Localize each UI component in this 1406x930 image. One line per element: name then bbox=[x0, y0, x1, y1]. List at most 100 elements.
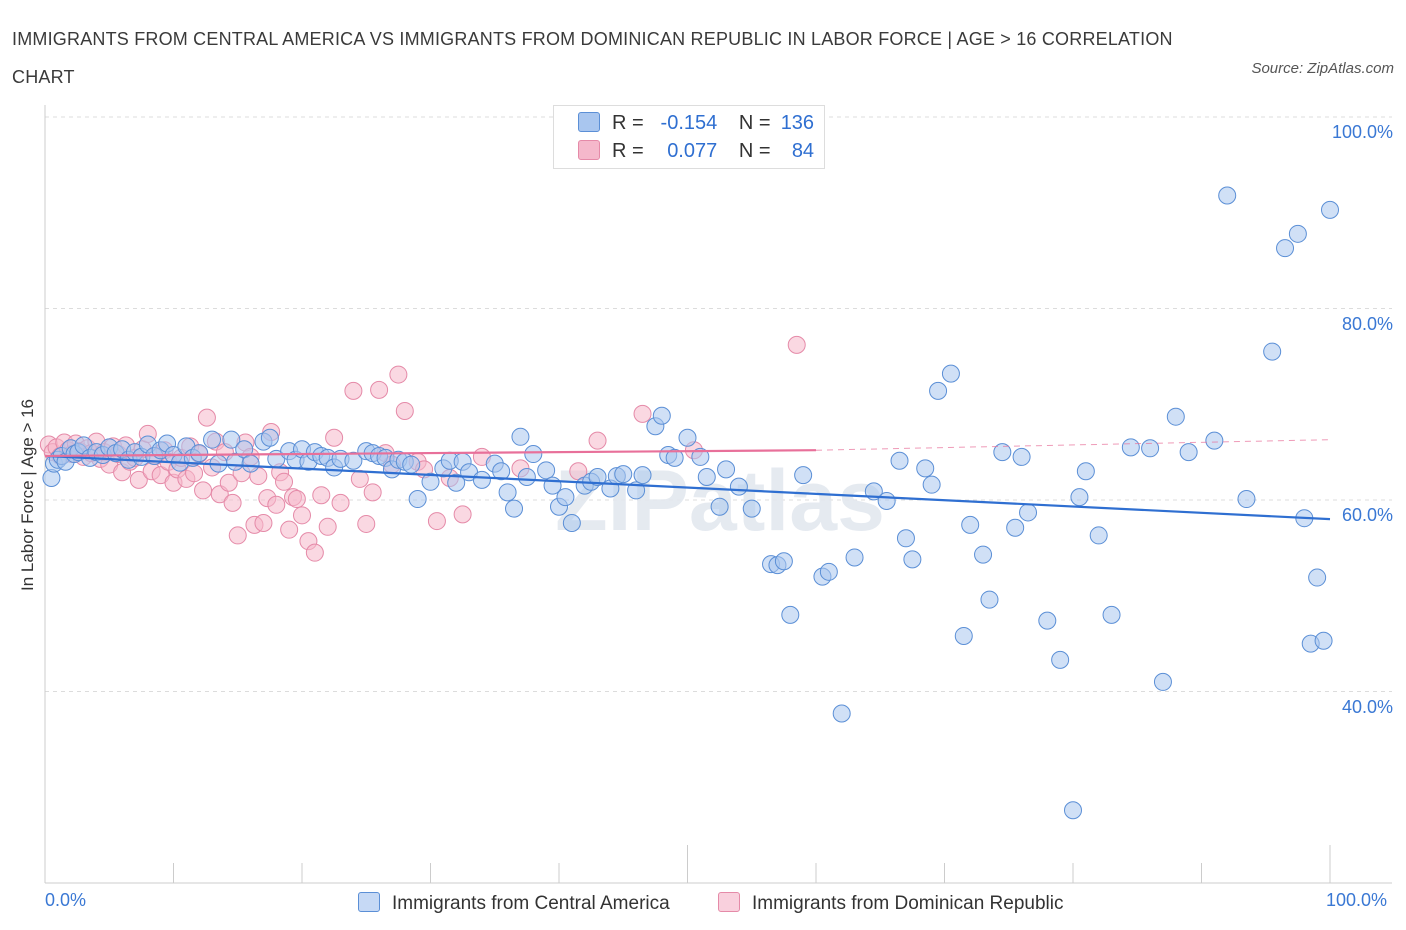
data-point-central-america bbox=[877, 491, 896, 510]
trend-line-extension-dominican-republic bbox=[815, 439, 1331, 451]
data-point-central-america bbox=[1006, 518, 1025, 537]
data-point-dominican-republic bbox=[588, 431, 607, 450]
data-point-central-america bbox=[472, 470, 491, 489]
legend-row-central-america: R = -0.154 N = 136 bbox=[578, 112, 814, 138]
data-point-central-america bbox=[781, 605, 800, 624]
data-point-central-america bbox=[562, 513, 581, 532]
data-point-dominican-republic bbox=[219, 473, 238, 492]
data-point-central-america bbox=[929, 381, 948, 400]
data-point-central-america bbox=[941, 364, 960, 383]
data-point-dominican-republic bbox=[427, 512, 446, 531]
data-point-dominican-republic bbox=[318, 517, 337, 536]
grid-lines bbox=[45, 116, 1392, 692]
data-point-central-america bbox=[652, 406, 671, 425]
data-point-dominican-republic bbox=[331, 493, 350, 512]
legend-item-dominican-republic: Immigrants from Dominican Republic bbox=[718, 892, 1064, 915]
data-point-dominican-republic bbox=[344, 381, 363, 400]
data-point-dominican-republic bbox=[633, 404, 652, 423]
legend-n-value: 84 bbox=[791, 140, 815, 162]
data-point-central-america bbox=[1237, 490, 1256, 509]
data-point-central-america bbox=[819, 562, 838, 581]
data-point-central-america bbox=[1070, 488, 1089, 507]
data-point-central-america bbox=[524, 445, 543, 464]
data-point-central-america bbox=[1263, 342, 1282, 361]
data-point-central-america bbox=[447, 473, 466, 492]
data-point-central-america bbox=[678, 428, 697, 447]
data-point-central-america bbox=[794, 466, 813, 485]
data-point-central-america bbox=[1276, 239, 1295, 258]
data-point-central-america bbox=[222, 430, 241, 449]
legend-n-label: N = bbox=[738, 112, 771, 134]
data-point-central-america bbox=[408, 490, 427, 509]
data-point-central-america bbox=[954, 626, 973, 645]
data-point-central-america bbox=[1179, 443, 1198, 462]
legend-n-label: N = bbox=[738, 140, 771, 162]
data-point-dominican-republic bbox=[370, 380, 389, 399]
y-tick-label: 60.0% bbox=[1341, 505, 1393, 525]
y-tick-label: 100.0% bbox=[1331, 122, 1393, 142]
legend-r-value: -0.154 bbox=[660, 112, 718, 134]
x-tick-max: 100.0% bbox=[1326, 890, 1388, 910]
data-point-dominican-republic bbox=[453, 505, 472, 524]
data-point-dominican-republic bbox=[293, 506, 311, 525]
data-point-central-america bbox=[344, 451, 363, 470]
pink-swatch-icon bbox=[578, 140, 600, 160]
data-point-dominican-republic bbox=[197, 408, 216, 427]
data-point-central-america bbox=[1064, 801, 1082, 820]
data-point-central-america bbox=[890, 451, 909, 470]
y-tick-label: 80.0% bbox=[1341, 313, 1393, 334]
data-point-central-america bbox=[498, 483, 517, 502]
data-point-dominican-republic bbox=[395, 401, 414, 420]
data-point-central-america bbox=[556, 488, 575, 507]
data-point-central-america bbox=[697, 468, 716, 487]
series-central-america-points bbox=[42, 186, 1339, 820]
y-tick-label: 40.0% bbox=[1341, 696, 1393, 717]
data-point-central-america bbox=[922, 475, 941, 494]
legend-r-label: R = bbox=[612, 140, 644, 162]
data-point-central-america bbox=[691, 447, 710, 466]
data-point-dominican-republic bbox=[357, 514, 376, 533]
data-point-central-america bbox=[190, 444, 209, 463]
data-point-central-america bbox=[961, 515, 980, 534]
data-point-central-america bbox=[1102, 605, 1121, 624]
series-legend: Immigrants from Central America Immigran… bbox=[0, 888, 1406, 918]
data-point-dominican-republic bbox=[194, 481, 213, 500]
data-point-central-america bbox=[710, 497, 729, 516]
y-axis-label: In Labor Force | Age > 16 bbox=[18, 398, 37, 592]
data-point-central-america bbox=[1038, 611, 1057, 630]
data-point-central-america bbox=[402, 455, 421, 474]
data-point-central-america bbox=[1076, 462, 1095, 481]
data-point-central-america bbox=[492, 462, 511, 481]
data-point-central-america bbox=[717, 460, 736, 479]
legend-n-value: 136 bbox=[780, 112, 815, 134]
data-point-central-america bbox=[1321, 200, 1339, 219]
data-point-dominican-republic bbox=[228, 526, 247, 545]
trend-line-central-america bbox=[44, 454, 1331, 521]
legend-item-central-america: Immigrants from Central America bbox=[358, 892, 670, 915]
data-point-central-america bbox=[903, 550, 922, 569]
data-point-central-america bbox=[832, 704, 851, 723]
data-point-dominican-republic bbox=[325, 428, 344, 447]
data-point-central-america bbox=[742, 499, 761, 518]
chart-title: IMMIGRANTS FROM CENTRAL AMERICA VS IMMIG… bbox=[12, 29, 1173, 87]
data-point-dominican-republic bbox=[787, 335, 806, 354]
legend-r-value: 0.077 bbox=[667, 140, 718, 162]
data-point-central-america bbox=[1218, 186, 1237, 205]
data-point-central-america bbox=[1308, 568, 1327, 587]
data-point-central-america bbox=[974, 545, 993, 564]
data-point-central-america bbox=[241, 454, 260, 473]
data-point-dominican-republic bbox=[254, 513, 273, 532]
data-point-central-america bbox=[1314, 631, 1333, 650]
blue-square-icon bbox=[358, 892, 380, 912]
legend-row-dominican-republic: R = 0.077 N = 84 bbox=[578, 140, 814, 166]
trend-lines bbox=[44, 439, 1331, 521]
axes bbox=[44, 105, 1392, 884]
data-point-central-america bbox=[665, 448, 684, 467]
legend-label: Immigrants from Dominican Republic bbox=[752, 893, 1064, 914]
correlation-legend: R = -0.154 N = 136 R = 0.077 N = 84 bbox=[553, 105, 825, 169]
data-point-dominican-republic bbox=[223, 493, 242, 512]
data-point-central-america bbox=[1153, 672, 1172, 691]
data-point-central-america bbox=[1141, 439, 1160, 458]
legend-label: Immigrants from Central America bbox=[392, 893, 670, 914]
